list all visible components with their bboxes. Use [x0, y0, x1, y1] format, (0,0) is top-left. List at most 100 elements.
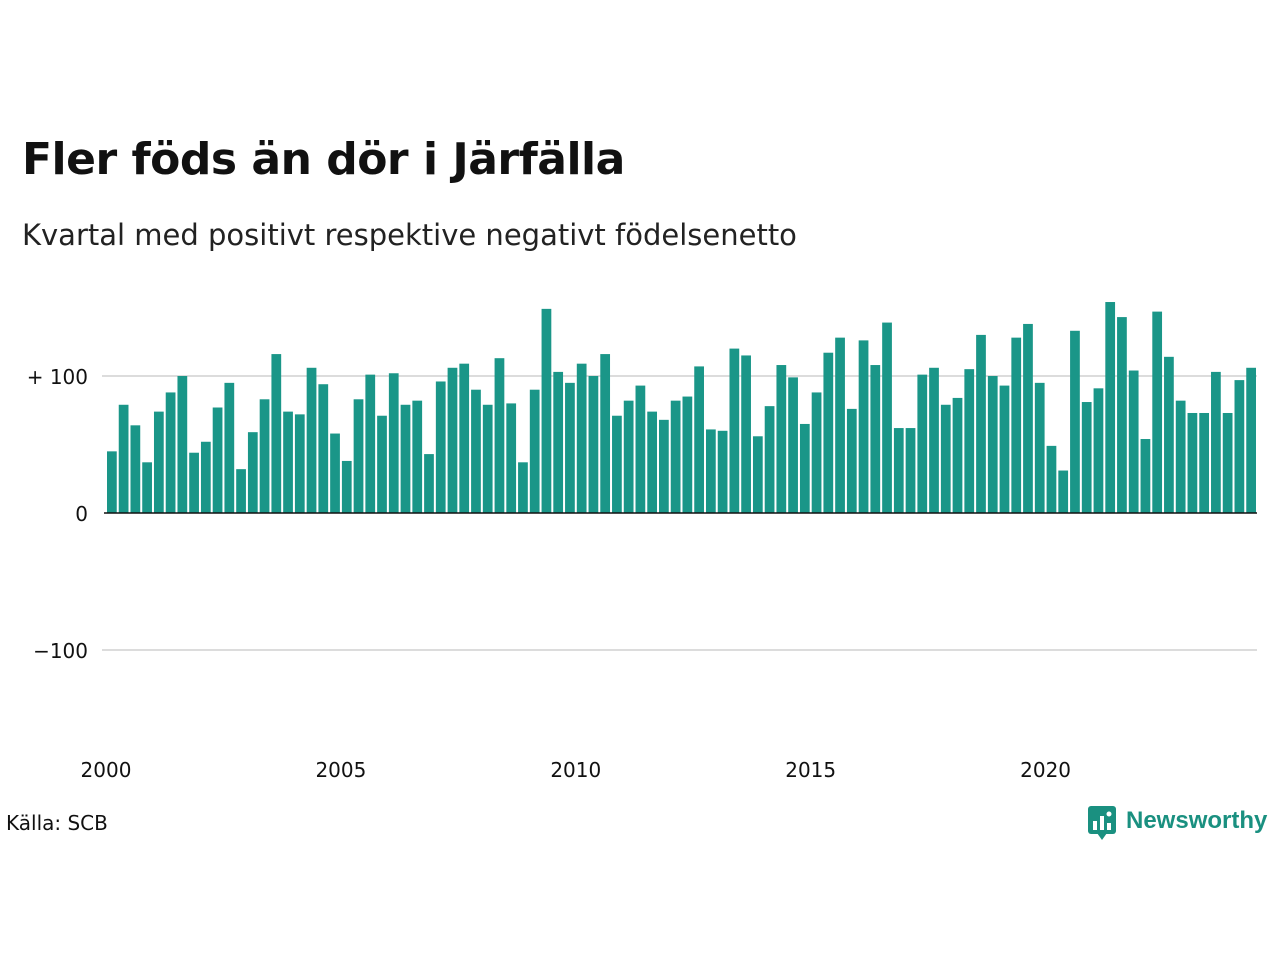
bar: [212, 407, 223, 513]
bar: [976, 334, 986, 513]
x-tick-label: 2010: [550, 758, 601, 782]
bar: [588, 376, 599, 513]
bar: [776, 365, 787, 513]
chart-title: Fler föds än dör i Järfälla: [22, 134, 625, 185]
bar: [1011, 337, 1022, 513]
bar: [494, 358, 505, 513]
bar: [682, 396, 693, 513]
bar: [858, 340, 869, 513]
bar: [647, 411, 658, 513]
bar: [1034, 382, 1045, 513]
bar: [471, 389, 481, 513]
grid-lines: [102, 375, 1257, 651]
bar: [799, 423, 810, 513]
bar: [1117, 317, 1127, 513]
bar: [353, 399, 364, 513]
bar: [694, 366, 704, 513]
bar: [1175, 400, 1186, 513]
axes: + 100 0 −100 2000 2005 2010 2015 2020: [27, 365, 1257, 782]
bar: [377, 415, 387, 513]
bar: [659, 419, 669, 513]
source-note: Källa: SCB: [6, 811, 108, 835]
bar: [330, 433, 340, 513]
bar: [318, 384, 329, 513]
bar: [612, 415, 622, 513]
bar: [283, 411, 293, 513]
bar: [1070, 330, 1080, 513]
bar: [940, 404, 951, 513]
bar: [177, 376, 188, 513]
bar: [565, 382, 575, 513]
bar: [964, 369, 975, 513]
bar: [1128, 370, 1139, 513]
bar: [1093, 388, 1104, 513]
bar: [952, 397, 963, 513]
newsworthy-logo[interactable]: Newsworthy: [1088, 803, 1268, 840]
bar: [130, 425, 141, 513]
bar: [1187, 412, 1198, 513]
bar: [412, 400, 423, 513]
bar: [811, 392, 822, 513]
bar: [717, 430, 728, 513]
bar: [435, 381, 446, 513]
y-tick-label: + 100: [27, 365, 88, 389]
bar: [846, 408, 857, 513]
bar: [1023, 323, 1033, 513]
bar: [236, 469, 246, 513]
bar: [306, 367, 317, 513]
bar: [529, 389, 540, 513]
bar: [1046, 445, 1057, 513]
bar: [917, 374, 928, 513]
bar: [1211, 371, 1221, 513]
bar: [107, 451, 117, 513]
bar: [482, 404, 493, 513]
bars: [107, 302, 1256, 513]
bar: [153, 411, 164, 513]
bar: [670, 400, 681, 513]
bar: [999, 385, 1010, 513]
x-tick-label: 2015: [785, 758, 836, 782]
bar: [224, 382, 235, 513]
bar: [1140, 439, 1151, 513]
bar: [741, 355, 751, 513]
bar: [388, 373, 399, 513]
bar: [705, 429, 716, 513]
bar: [1246, 367, 1256, 513]
bar: [1234, 380, 1245, 513]
x-tick-label: 2020: [1020, 758, 1071, 782]
bar: [189, 452, 199, 513]
brand-name: Newsworthy: [1126, 807, 1268, 834]
bar: [518, 462, 528, 513]
bar: [929, 367, 939, 513]
bar: [1105, 302, 1116, 513]
x-tick-label: 2000: [81, 758, 132, 782]
bar: [1081, 402, 1092, 513]
bar: [893, 428, 904, 513]
bar: [987, 376, 998, 513]
y-tick-label: −100: [33, 639, 88, 663]
bar: [635, 385, 646, 513]
bar: [118, 404, 129, 513]
bar: [294, 414, 305, 513]
bar: [447, 367, 458, 513]
bar: [271, 354, 282, 513]
bar: [247, 432, 258, 513]
bar: [576, 363, 587, 513]
bar: [400, 404, 411, 513]
bar: [1058, 470, 1069, 513]
bar: [553, 371, 564, 513]
bar: [752, 436, 763, 513]
bar: [729, 348, 740, 513]
bar: [142, 462, 152, 513]
bar: [506, 403, 517, 513]
bar: [165, 392, 176, 513]
bar: [541, 308, 552, 513]
bar: [882, 322, 892, 513]
newsworthy-logo-icon: [1088, 806, 1116, 840]
bar: [870, 365, 881, 513]
bar: [1199, 412, 1210, 513]
bar: [259, 399, 270, 513]
bar: [823, 352, 834, 513]
bar: [1164, 356, 1174, 513]
